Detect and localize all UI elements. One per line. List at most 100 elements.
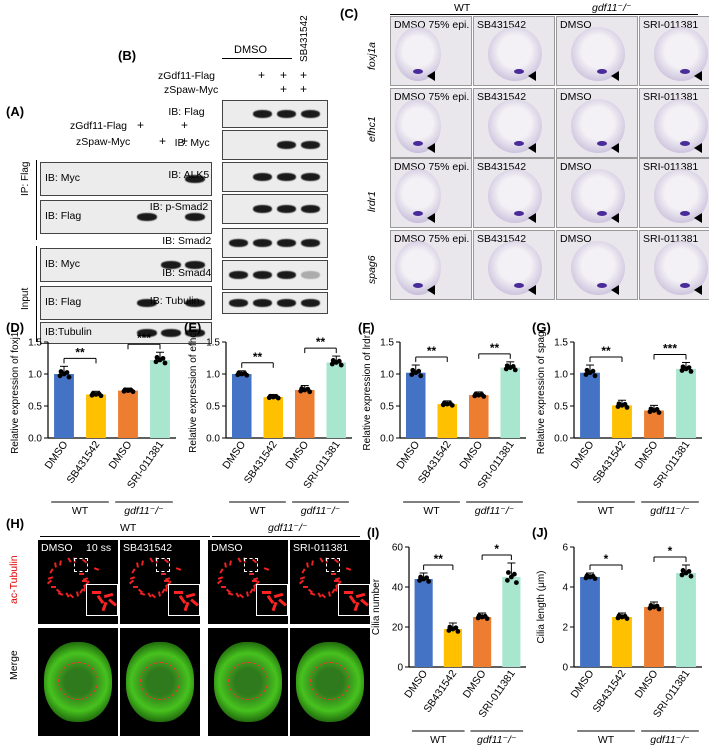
data-point <box>409 372 415 377</box>
group-label: WT <box>249 505 266 517</box>
panel-a-row-label: IB: Flag <box>45 210 82 222</box>
bar <box>231 374 252 438</box>
sig-label: * <box>668 544 673 558</box>
data-point <box>683 366 689 372</box>
cilium <box>219 568 224 575</box>
group-label: gdf11⁻/⁻ <box>650 734 690 746</box>
c-mut-line <box>530 14 698 15</box>
kv-stain <box>413 283 423 288</box>
panel-a-cond-1: zGdf11-Flag <box>70 120 127 132</box>
arrowhead-icon <box>528 71 536 81</box>
dmso-line <box>222 58 292 59</box>
arrowhead-icon <box>611 285 619 295</box>
data-point <box>421 576 427 582</box>
data-point <box>679 572 685 578</box>
chart-ylabel: Relative expression of lrdr1 <box>362 330 373 451</box>
data-point <box>484 616 490 621</box>
cilium <box>229 560 233 566</box>
data-point <box>651 604 657 610</box>
panel-i-label: (I) <box>367 525 380 540</box>
blot-band <box>185 213 205 221</box>
data-point <box>587 574 593 580</box>
blot-band <box>301 110 320 118</box>
cilium <box>346 566 352 571</box>
group-label: gdf11⁻/⁻ <box>475 505 515 517</box>
data-point <box>333 360 339 365</box>
panel-b-sb: SB431542 <box>299 15 310 62</box>
y-tick-label: 0.5 <box>28 402 42 413</box>
panel-h-mut: gdf11⁻/⁻ <box>268 522 308 534</box>
cilium <box>220 586 226 589</box>
blot-band <box>301 173 320 181</box>
cilium <box>49 568 54 575</box>
panel-b-blot-row <box>222 194 328 224</box>
cilium <box>252 580 257 582</box>
roi-box <box>326 558 340 572</box>
sig-label: * <box>494 542 499 556</box>
data-point <box>511 571 517 577</box>
arrowhead-icon <box>427 71 435 81</box>
bar <box>326 362 347 438</box>
sig-label: ** <box>490 341 500 355</box>
cilium <box>69 593 75 599</box>
data-point <box>476 392 482 398</box>
blot-band <box>229 239 248 247</box>
x-tick-label: DMSO <box>283 439 311 472</box>
cilium <box>148 556 154 563</box>
bar <box>405 372 426 438</box>
y-tick-label: 0.5 <box>380 402 394 413</box>
data-point <box>57 373 63 379</box>
data-point <box>624 405 630 410</box>
panel-b-cond-1: zGdf11-Flag <box>158 70 215 82</box>
panel-b-row-label: IB: p-Smad2 <box>149 201 209 213</box>
y-tick-label: 1.5 <box>206 338 220 349</box>
embryo-condition-label: DMSO 75% epi. <box>394 233 470 245</box>
cilium-zoom <box>185 592 196 599</box>
data-point <box>162 360 168 366</box>
bar <box>414 579 433 667</box>
y-tick-label: 1.0 <box>554 370 568 381</box>
h-condition-label: DMSO <box>211 542 243 554</box>
bar <box>86 394 106 438</box>
sig-label: ** <box>316 335 326 349</box>
kv-stain <box>514 283 524 288</box>
cilium <box>236 556 242 563</box>
x-tick-label: DMSO <box>569 439 597 472</box>
data-point <box>338 362 344 368</box>
blot-band <box>277 205 296 213</box>
kv-stain <box>680 211 690 216</box>
data-point <box>507 365 513 370</box>
y-tick-label: 1.0 <box>206 370 220 381</box>
cilium <box>311 560 315 566</box>
y-tick-label: 2 <box>562 623 568 634</box>
y-tick-label: 20 <box>392 623 404 634</box>
blot-band <box>253 299 272 307</box>
chart-f: Relative expression of lrdr1 0.0 0.5 1.0 1.5… <box>362 330 526 517</box>
panel-b-mark: + <box>280 82 288 96</box>
c-gene-label: efhc1 <box>366 116 378 142</box>
group-label: gdf11⁻/⁻ <box>650 505 690 517</box>
arrowhead-icon <box>611 143 619 153</box>
y-tick-label: 1.0 <box>28 370 42 381</box>
chart-ylabel: Cilia length (μm) <box>536 570 547 643</box>
chart-d: Relative expression of foxj1a 0.0 0.5 1.0 1.… <box>10 330 176 517</box>
bar <box>612 405 632 438</box>
roi-box <box>156 558 170 572</box>
cilium <box>59 560 63 566</box>
data-point <box>157 357 163 363</box>
arrowhead-icon <box>427 213 435 223</box>
data-point <box>481 394 487 399</box>
cilium <box>50 586 56 589</box>
sig-label: *** <box>137 331 151 345</box>
data-point <box>455 629 461 634</box>
cilium <box>302 586 308 589</box>
panel-a-blot-row: IB:Tubulin <box>40 322 212 344</box>
data-point <box>592 373 598 379</box>
arrowhead-icon <box>694 213 702 223</box>
cilium <box>82 580 87 582</box>
input-bracket <box>36 246 37 342</box>
group-label: WT <box>598 505 615 517</box>
actub-image: SB431542 <box>120 540 200 624</box>
x-tick-label: DMSO <box>107 439 135 472</box>
panel-a-blot-row: IB: Flag <box>40 200 212 234</box>
